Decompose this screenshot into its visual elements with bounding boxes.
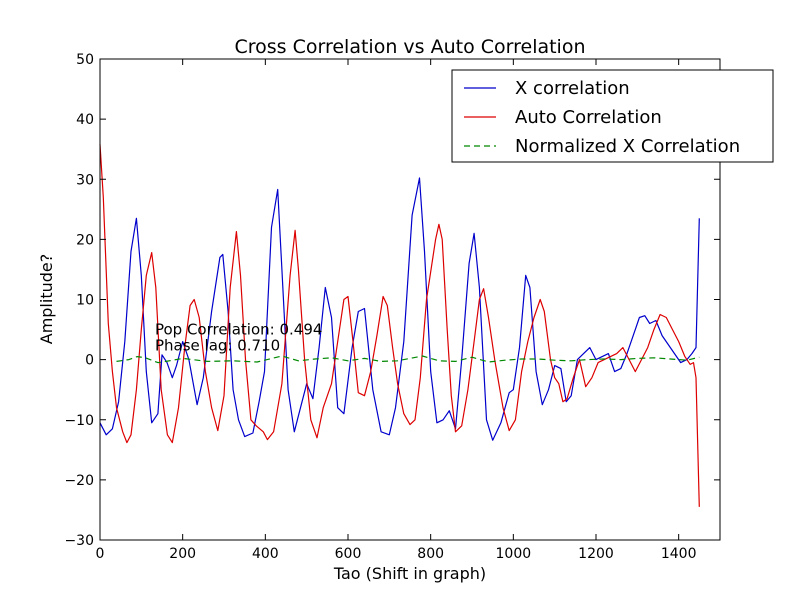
y-tick-label: 0 bbox=[85, 353, 94, 369]
x-axis-label: Tao (Shift in graph) bbox=[333, 564, 486, 583]
legend-label-1: Auto Correlation bbox=[515, 107, 662, 128]
y-tick-label: −30 bbox=[64, 533, 94, 549]
x-tick-label: 600 bbox=[335, 546, 362, 562]
x-tick-label: 1400 bbox=[661, 546, 697, 562]
y-tick-label: −20 bbox=[64, 473, 94, 489]
x-tick-label: 1200 bbox=[578, 546, 614, 562]
x-tick-label: 200 bbox=[169, 546, 196, 562]
annotation-1: Phase lag: 0.710 bbox=[155, 337, 280, 355]
y-tick-label: 40 bbox=[76, 112, 94, 128]
x-tick-label: 800 bbox=[417, 546, 444, 562]
series-line-1 bbox=[99, 144, 700, 507]
legend-box bbox=[451, 69, 774, 163]
series-line-2 bbox=[116, 355, 700, 364]
y-axis-label: Amplitude? bbox=[37, 254, 56, 344]
series-line-0 bbox=[99, 177, 700, 441]
series-layer bbox=[99, 144, 700, 507]
y-tick-label: −10 bbox=[64, 413, 94, 429]
y-tick-label: 20 bbox=[76, 232, 94, 248]
legend: X correlation Auto Correlation Normalized … bbox=[451, 69, 774, 163]
legend-label-0: X correlation bbox=[515, 78, 630, 99]
annotation-0: Pop Correlation: 0.494 bbox=[155, 320, 322, 338]
x-tick-label: 400 bbox=[252, 546, 279, 562]
x-tick-label: 1000 bbox=[496, 546, 532, 562]
chart-title: Cross Correlation vs Auto Correlation bbox=[234, 36, 585, 58]
x-tick-label: 0 bbox=[96, 546, 105, 562]
legend-label-2: Normalized X Correlation bbox=[515, 136, 740, 157]
y-tick-label: 30 bbox=[76, 172, 94, 188]
tick-layer: 0 200 400 600 800 1000 1200 1400 −30 −20 −10 0 10 20 3… bbox=[64, 52, 720, 562]
y-tick-label: 50 bbox=[76, 52, 94, 68]
y-tick-label: 10 bbox=[76, 293, 94, 309]
